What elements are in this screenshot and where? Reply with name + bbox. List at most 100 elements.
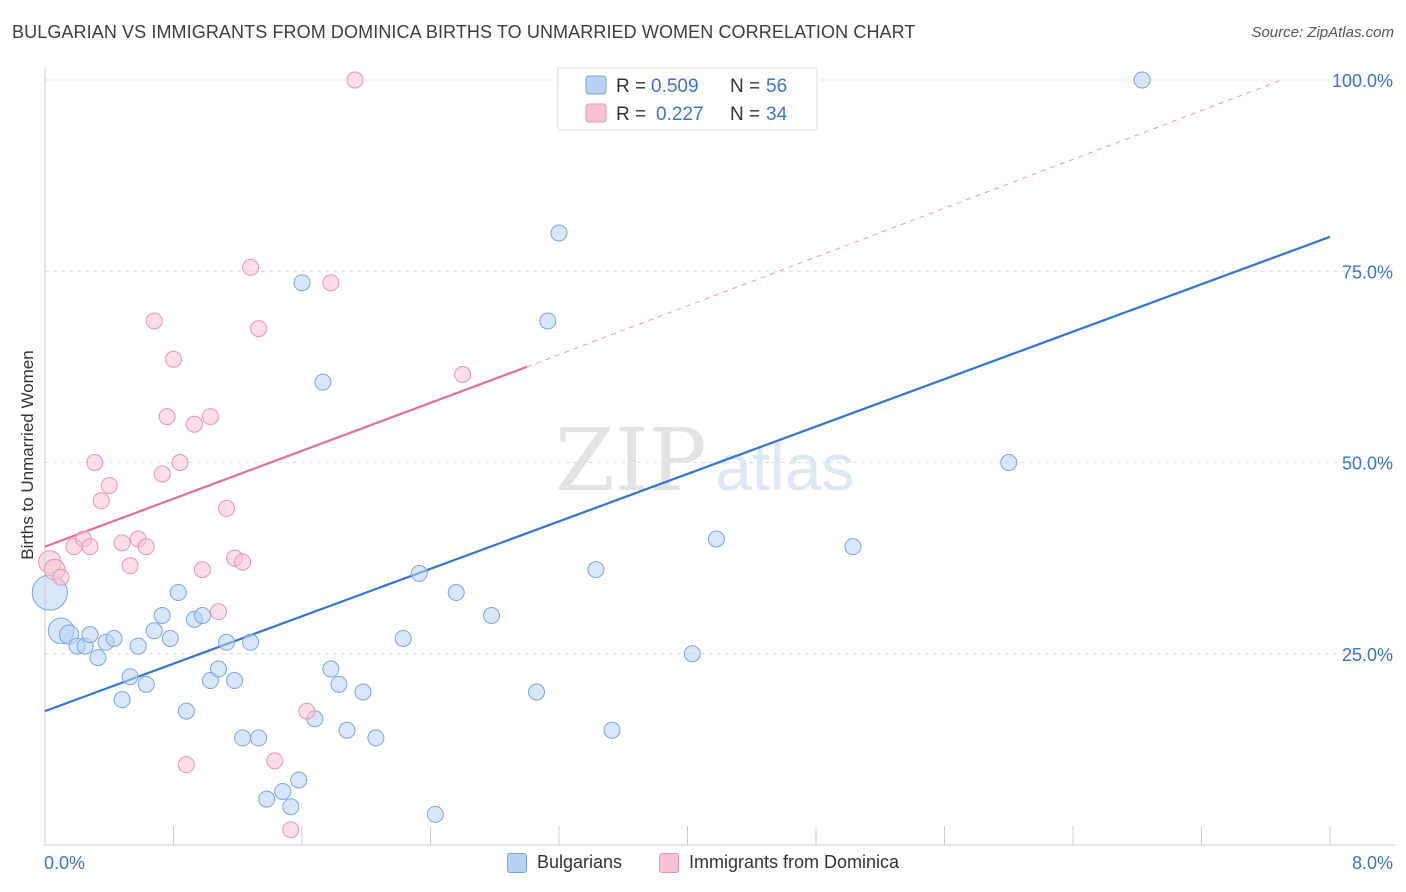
point-bulgarians <box>550 224 568 242</box>
point-dominica <box>201 408 219 426</box>
point-bulgarians <box>89 649 107 667</box>
point-bulgarians <box>153 607 171 624</box>
point-dominica <box>113 534 131 552</box>
point-bulgarians <box>121 668 139 686</box>
point-bulgarians <box>1000 454 1018 471</box>
point-bulgarians <box>193 607 211 624</box>
point-bulgarians <box>258 790 276 808</box>
point-dominica <box>266 752 284 770</box>
point-bulgarians <box>410 564 428 582</box>
legend-n-value-2: 34 <box>766 104 788 125</box>
point-dominica <box>52 568 70 586</box>
point-dominica <box>298 702 316 720</box>
point-bulgarians <box>250 729 268 747</box>
stats-legend: R = 0.509 N = 56 R = 0.227 N = 34 <box>557 67 818 131</box>
legend-r-value-2: 0.227 <box>656 104 704 125</box>
legend-n-label-1: N = <box>730 76 760 97</box>
legend-n-value-1: 56 <box>766 76 787 97</box>
point-bulgarians <box>81 626 99 644</box>
point-bulgarians <box>234 729 252 747</box>
legend-item-bulgarians: Bulgarians <box>506 852 622 873</box>
point-bulgarians <box>447 584 465 602</box>
point-dominica <box>158 408 176 426</box>
point-bulgarians <box>528 683 546 701</box>
point-bulgarians <box>367 729 385 747</box>
legend-r-label-2: R = <box>616 104 646 125</box>
point-bulgarians <box>113 691 131 709</box>
axes <box>44 68 1395 846</box>
point-bulgarians <box>137 675 155 693</box>
point-bulgarians <box>426 805 444 823</box>
legend-label-dominica: Immigrants from Dominica <box>689 852 900 872</box>
point-bulgarians <box>1133 71 1151 89</box>
point-dominica <box>165 350 182 368</box>
point-bulgarians <box>145 622 163 640</box>
trend-line-dominica <box>44 365 528 548</box>
point-dominica <box>209 603 227 621</box>
point-dominica <box>171 454 189 471</box>
trend-extension-dominica <box>526 79 1282 368</box>
x-tick-label-max: 8.0% <box>1352 853 1393 873</box>
legend-swatch-dominica <box>659 852 680 873</box>
point-bulgarians <box>707 530 725 548</box>
point-dominica <box>346 71 364 89</box>
legend-swatch-bulgarians <box>506 852 527 873</box>
point-dominica <box>153 465 171 483</box>
point-dominica <box>322 274 340 292</box>
point-dominica <box>454 366 472 384</box>
point-bulgarians <box>330 675 348 693</box>
point-dominica <box>193 561 211 579</box>
point-bulgarians <box>322 660 340 678</box>
point-dominica <box>185 415 203 433</box>
point-dominica <box>137 538 155 556</box>
point-dominica <box>218 499 236 517</box>
trend-line-bulgarians <box>44 235 1331 713</box>
point-bulgarians <box>169 584 187 602</box>
point-bulgarians <box>282 798 300 816</box>
point-bulgarians <box>218 633 236 651</box>
point-dominica <box>177 756 195 774</box>
legend-r-label-1: R = <box>616 76 646 97</box>
y-tick-label: 75.0% <box>1342 262 1393 282</box>
point-bulgarians <box>274 782 292 800</box>
legend-swatch-pink <box>585 103 607 123</box>
x-tick-label-min: 0.0% <box>44 853 85 873</box>
point-bulgarians <box>683 645 701 663</box>
legend-r-value-1: 0.509 <box>651 76 699 97</box>
point-dominica <box>242 258 260 276</box>
point-bulgarians <box>161 629 179 647</box>
point-bulgarians <box>844 538 862 556</box>
point-dominica <box>234 553 252 571</box>
point-dominica <box>145 312 163 330</box>
point-bulgarians <box>129 637 147 655</box>
source-label: Source: ZipAtlas.com <box>1251 24 1394 41</box>
point-dominica <box>86 454 104 471</box>
point-bulgarians <box>290 771 308 789</box>
watermark: ZIP atlas <box>555 411 854 511</box>
point-dominica <box>121 557 139 575</box>
point-bulgarians <box>293 274 311 292</box>
point-bulgarians <box>394 629 412 647</box>
y-axis-title: Births to Unmarried Women <box>18 350 37 560</box>
point-bulgarians <box>603 721 621 739</box>
watermark-atlas: atlas <box>715 430 854 504</box>
legend-label-bulgarians: Bulgarians <box>536 852 622 872</box>
legend-swatch-blue <box>585 75 607 95</box>
y-tick-label: 100.0% <box>1332 71 1393 91</box>
point-bulgarians <box>177 702 195 720</box>
point-dominica <box>282 821 300 839</box>
point-bulgarians <box>226 672 244 690</box>
point-bulgarians <box>105 629 123 647</box>
trend-lines <box>44 79 1331 713</box>
point-bulgarians <box>354 683 372 701</box>
y-tick-label: 50.0% <box>1342 454 1393 474</box>
point-bulgarians <box>483 607 501 624</box>
point-bulgarians <box>314 373 332 391</box>
point-bulgarians <box>209 660 227 678</box>
tick-labels: 25.0% 50.0% 75.0% 100.0% 0.0% 8.0% <box>44 71 1393 873</box>
point-bulgarians <box>338 721 356 739</box>
point-bulgarians <box>539 312 557 330</box>
point-bulgarians <box>242 633 260 651</box>
legend-n-label-2: N = <box>730 104 760 125</box>
